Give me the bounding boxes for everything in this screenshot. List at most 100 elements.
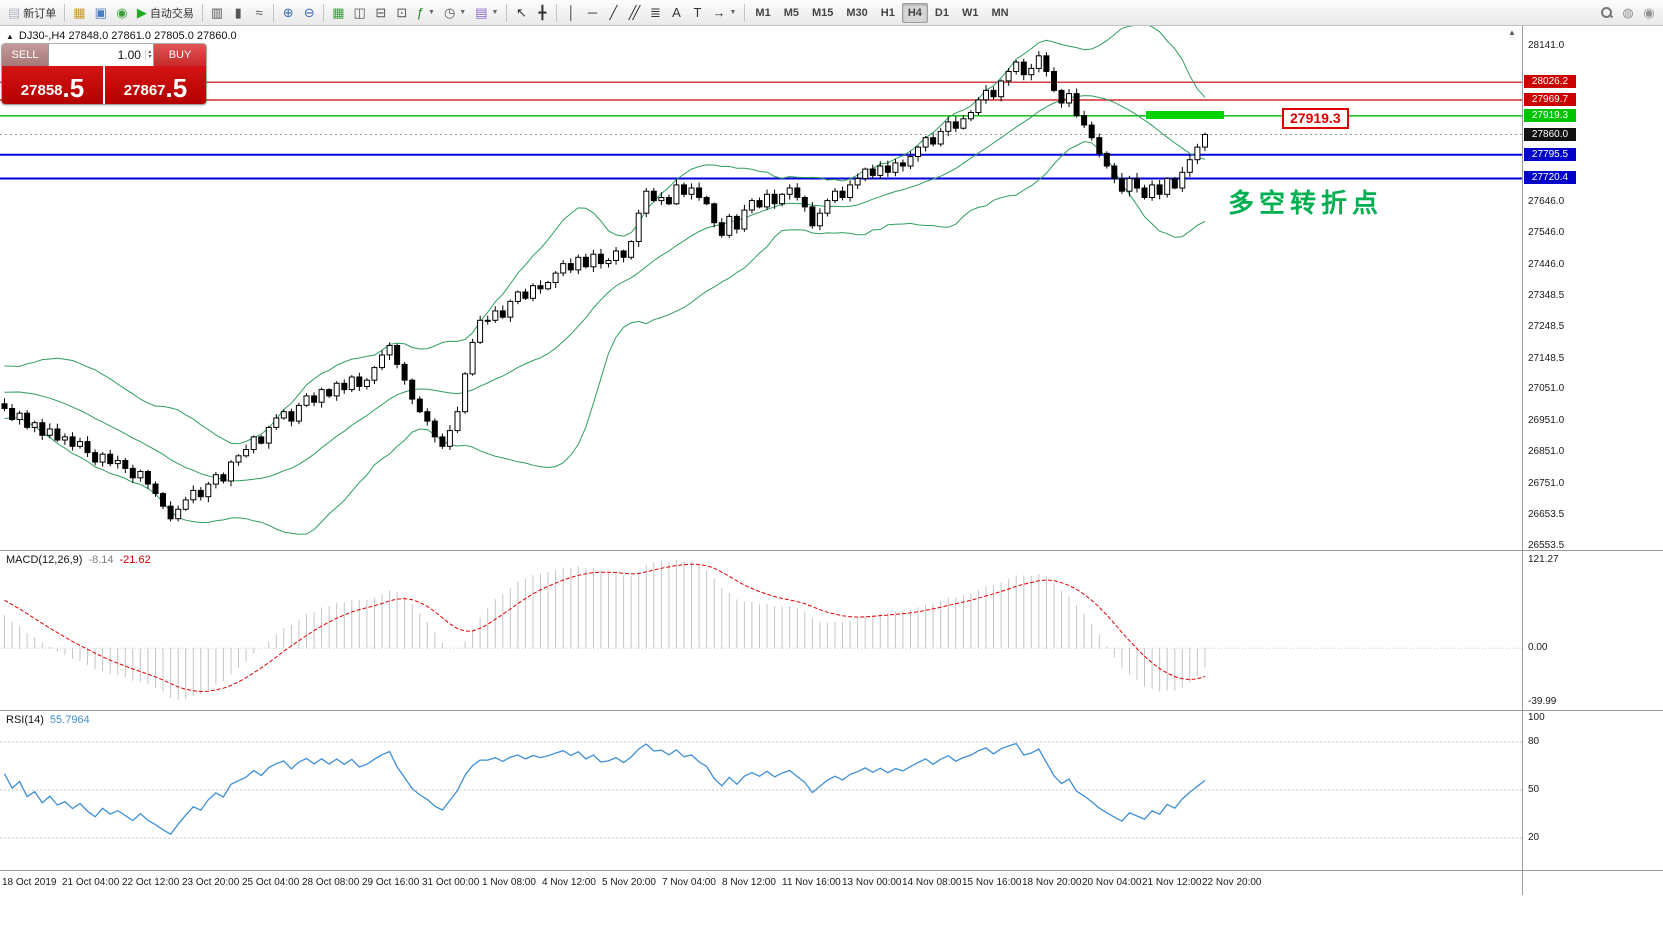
toolbar-separator: [323, 3, 325, 22]
price-tick: 26553.5: [1528, 540, 1565, 551]
price-label-28026.2[interactable]: 28026.2: [1524, 75, 1576, 89]
notifications-button[interactable]: ◍: [1618, 3, 1638, 23]
shapes-button[interactable]: → ▼: [708, 3, 740, 23]
pane-separator-rsi[interactable]: [0, 710, 1663, 711]
trendline-button[interactable]: ╱: [603, 3, 623, 23]
stepper-up-icon[interactable]: ▴: [147, 49, 151, 55]
horizontal-line-icon: ─: [587, 5, 598, 20]
templates-button[interactable]: ▤ ▼: [471, 3, 502, 23]
timeframe-button-m15[interactable]: M15: [811, 6, 834, 19]
time-tick: 22 Oct 12:00: [122, 877, 180, 888]
volume-field[interactable]: 1.00 ▴ ▾: [48, 44, 154, 66]
price-label-27720.4[interactable]: 27720.4: [1524, 171, 1576, 185]
community-icon: ◉: [116, 5, 128, 20]
time-axis[interactable]: 18 Oct 2019 21 Oct 04:00 22 Oct 12:00 23 Oc…: [0, 870, 1522, 896]
toolbar-separator: [201, 3, 203, 22]
crosshair-icon: ╋: [538, 5, 547, 20]
community-button[interactable]: ◉: [112, 3, 132, 23]
price-tick: 27446.0: [1528, 258, 1565, 270]
bar-chart-button[interactable]: ▥: [207, 3, 227, 23]
macd-indicator-label: MACD(12,26,9) -8.14 -21.62: [6, 554, 151, 566]
time-tick: 21 Nov 12:00: [1142, 877, 1202, 888]
cursor-button[interactable]: ↖: [511, 3, 531, 23]
profiles-icon: ▣: [94, 5, 107, 20]
fibonacci-button[interactable]: ≣: [645, 3, 665, 23]
sell-button[interactable]: SELL: [2, 44, 48, 66]
buy-button[interactable]: BUY: [154, 44, 206, 66]
price-axis[interactable]: 28141.0 27646.0 27546.0 27446.0 27348.5 27248…: [1522, 26, 1663, 895]
price-chart[interactable]: [0, 26, 1522, 550]
timeframe-button-m5[interactable]: M5: [783, 6, 799, 19]
volume-value: 1.00: [117, 48, 141, 62]
candlestick-chart-button[interactable]: ▮: [228, 3, 248, 23]
macd-chart[interactable]: [0, 550, 1522, 710]
zoom-out-button[interactable]: ⊖: [299, 3, 319, 23]
time-tick: 13 Nov 00:00: [842, 877, 902, 888]
chevron-down-icon: ▼: [428, 9, 435, 16]
zoom-in-icon: ⊕: [282, 5, 294, 20]
zoom-in-button[interactable]: ⊕: [278, 3, 298, 23]
crosshair-button[interactable]: ╋: [532, 3, 552, 23]
cursor-icon: ↖: [516, 5, 527, 20]
cascade-windows-button[interactable]: ⊟: [371, 3, 391, 23]
channel-icon: ╱╱: [628, 5, 640, 20]
notifications-icon: ◍: [1622, 5, 1634, 20]
timeframe-button-w1[interactable]: W1: [961, 6, 979, 19]
tile-windows-button[interactable]: ◫: [349, 3, 369, 23]
timeframe-button-h1[interactable]: H1: [880, 6, 895, 19]
scroll-up-icon[interactable]: ▲: [1508, 28, 1516, 37]
autotrading-button[interactable]: ▶ 自动交易: [133, 3, 198, 23]
time-tick: 31 Oct 00:00: [422, 877, 480, 888]
price-tick: 27348.5: [1528, 289, 1565, 301]
periods-button[interactable]: ◷ ▼: [440, 3, 470, 23]
turning-point-annotation[interactable]: 多空转折点: [1228, 188, 1384, 218]
zoom-out-icon: ⊖: [303, 5, 315, 20]
indicators-icon: ƒ: [416, 5, 425, 20]
indicators-button[interactable]: ƒ ▼: [413, 3, 439, 23]
label-button[interactable]: T: [687, 3, 707, 23]
new-order-button[interactable]: ▤ 新订单: [4, 3, 60, 23]
chat-button[interactable]: ◉: [1639, 3, 1659, 23]
price-callout[interactable]: 27919.3: [1282, 108, 1349, 129]
arrange-windows-icon: ⊡: [396, 5, 408, 20]
stepper-down-icon[interactable]: ▾: [147, 54, 151, 60]
rsi-indicator-label: RSI(14) 55.7964: [6, 714, 90, 726]
sell-price[interactable]: 27858.5: [2, 66, 103, 104]
volume-stepper[interactable]: ▴ ▾: [144, 49, 151, 60]
shapes-icon: →: [712, 5, 726, 20]
text-button[interactable]: A: [666, 3, 686, 23]
timeframe-button-h4[interactable]: H4: [901, 2, 928, 23]
price-label-27795.5[interactable]: 27795.5: [1524, 147, 1576, 161]
grid-button[interactable]: ▦: [328, 3, 348, 23]
timeframe-button-m1[interactable]: M1: [755, 6, 771, 19]
trendline-icon: ╱: [609, 5, 618, 20]
periods-icon: ◷: [443, 5, 456, 20]
time-tick: 15 Nov 16:00: [962, 877, 1022, 888]
toolbar-separator: [64, 3, 66, 22]
time-tick: 11 Nov 16:00: [782, 877, 841, 888]
macd-histogram: [4, 560, 1206, 700]
new-chart-button[interactable]: ▦: [69, 3, 89, 23]
one-click-collapse-arrow[interactable]: ▲: [6, 31, 14, 41]
profiles-button[interactable]: ▣: [91, 3, 111, 23]
vertical-line-button[interactable]: │: [561, 3, 581, 23]
price-label-27860.0[interactable]: 27860.0: [1524, 127, 1576, 141]
search-button[interactable]: [1596, 3, 1617, 23]
timeframe-button-d1[interactable]: D1: [934, 6, 949, 19]
fibonacci-icon: ≣: [650, 5, 661, 20]
rsi-20-label: 20: [1528, 832, 1540, 843]
timeframe-button-mn[interactable]: MN: [991, 6, 1009, 19]
highlight-bar[interactable]: [1146, 111, 1224, 119]
line-chart-button[interactable]: ≈: [249, 3, 269, 23]
channel-button[interactable]: ╱╱: [624, 3, 644, 23]
price-label-27969.7[interactable]: 27969.7: [1524, 92, 1576, 106]
rsi-chart[interactable]: [0, 710, 1522, 870]
horizontal-line-button[interactable]: ─: [582, 3, 602, 23]
timeframe-button-m30[interactable]: M30: [846, 6, 868, 19]
price-label-27919.3[interactable]: 27919.3: [1524, 108, 1576, 122]
buy-price[interactable]: 27867.5: [105, 66, 206, 104]
pane-separator-macd[interactable]: [0, 550, 1663, 551]
time-tick: 18 Oct 2019: [2, 877, 57, 888]
arrange-windows-button[interactable]: ⊡: [392, 3, 412, 23]
tile-windows-icon: ◫: [353, 5, 366, 20]
